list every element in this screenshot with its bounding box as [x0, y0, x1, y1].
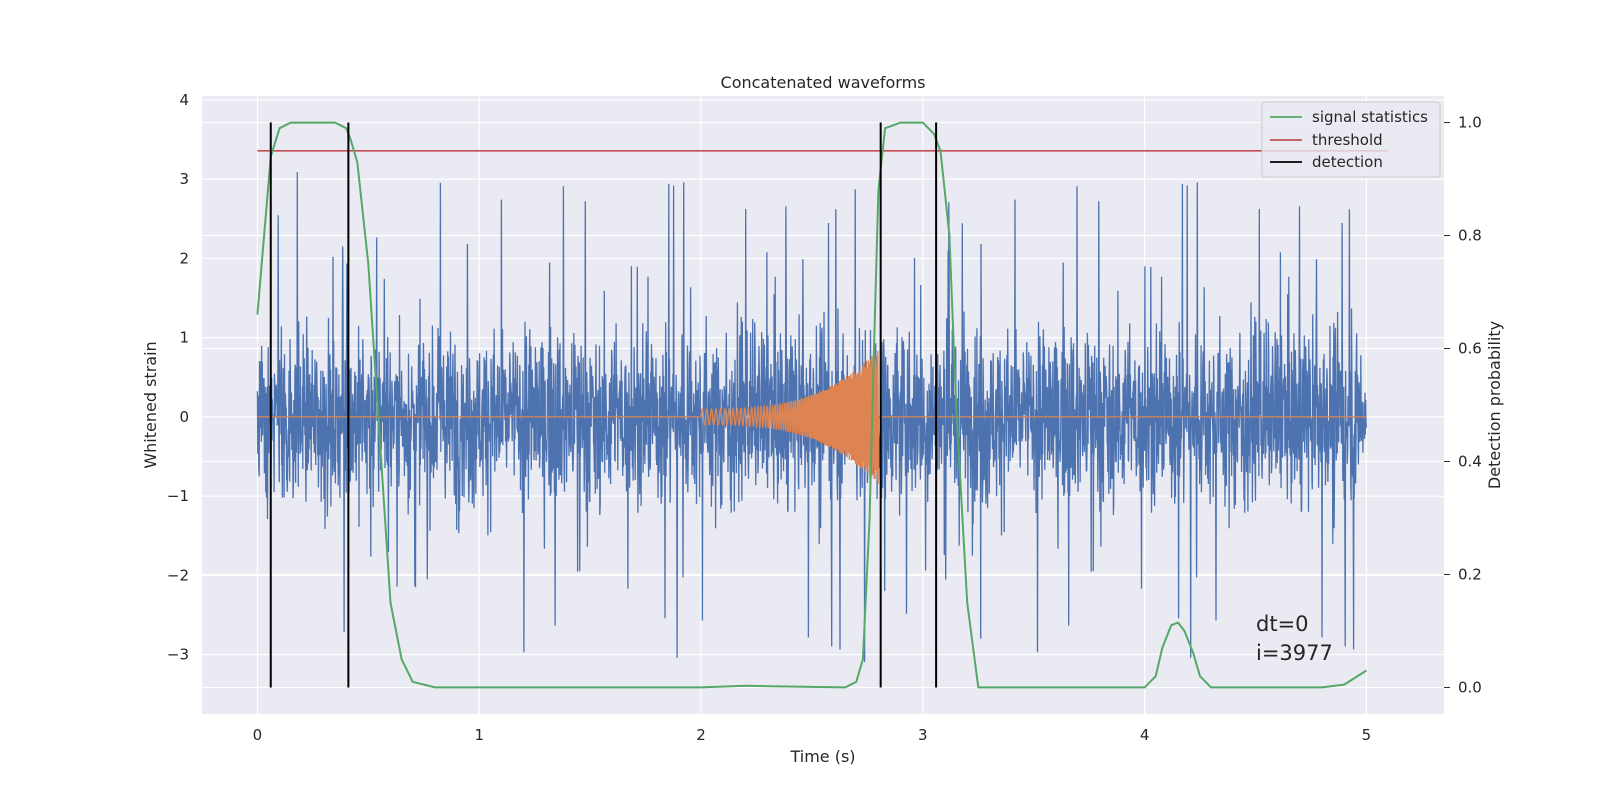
detection-lines: [269, 122, 938, 688]
y2-tick-label: 0.2: [1458, 565, 1482, 583]
y-tick-label: 0: [179, 408, 189, 426]
y2-tick-label: 0.6: [1458, 340, 1482, 358]
x-tick-label: 1: [474, 726, 484, 744]
x-tick-label: 0: [253, 726, 263, 744]
y2-tick-label: 0.0: [1458, 678, 1482, 696]
y2-tick-label: 0.4: [1458, 452, 1482, 470]
legend-label-threshold: threshold: [1312, 131, 1383, 149]
chart-title: Concatenated waveforms: [721, 73, 926, 92]
signal-statistics-series: [256, 121, 1367, 689]
annotation-index: i=3977: [1256, 641, 1333, 665]
y-tick-label: 2: [179, 249, 189, 267]
x-tick-label: 5: [1362, 726, 1372, 744]
x-tick-label: 4: [1140, 726, 1150, 744]
y-tick-label: 3: [179, 170, 189, 188]
legend-label-detection: detection: [1312, 153, 1383, 171]
y2-tick-label: 0.8: [1458, 227, 1482, 245]
chirp-series: [257, 350, 1367, 484]
x-axis-label: Time (s): [789, 747, 855, 766]
x-tick-label: 2: [696, 726, 706, 744]
y-tick-label: 1: [179, 329, 189, 347]
legend-label-signal-statistics: signal statistics: [1312, 108, 1428, 126]
y2-axis-ticks: 0.0 0.2 0.4 0.6 0.8 1.0: [1444, 114, 1482, 696]
legend-box: [1261, 101, 1441, 178]
y-axis-ticks: −3 −2 −1 0 1 2 3 4: [167, 91, 189, 664]
noise-trace: [256, 172, 1368, 663]
y-tick-label: 4: [179, 91, 189, 109]
chirp-trace: [257, 350, 1367, 484]
annotation-dt: dt=0: [1256, 612, 1309, 636]
legend: signal statistics threshold detection: [1261, 101, 1441, 178]
y2-tick-label: 1.0: [1458, 114, 1482, 132]
y-tick-label: −3: [167, 646, 189, 664]
x-tick-label: 3: [918, 726, 928, 744]
y-tick-label: −2: [167, 566, 189, 584]
noise-series: [256, 172, 1368, 663]
y-axis-label: Whitened strain: [141, 341, 160, 468]
y2-axis-label: Detection probability: [1485, 321, 1504, 489]
x-axis-ticks: 0 1 2 3 4 5: [253, 726, 1371, 744]
signal-statistics-line: [256, 121, 1367, 689]
y-tick-label: −1: [167, 487, 189, 505]
